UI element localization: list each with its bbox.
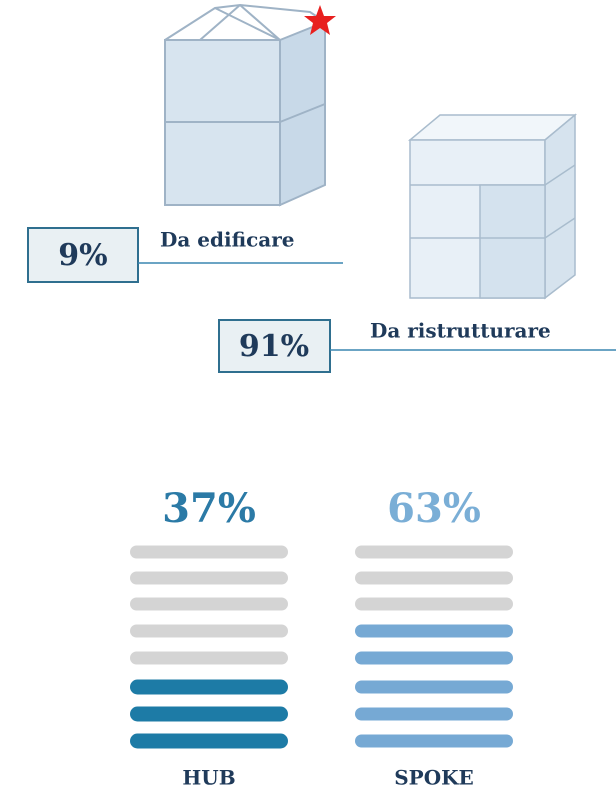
label: Da ristrutturare [370, 319, 551, 343]
bar-line [130, 571, 288, 585]
percent: 63% [387, 485, 481, 532]
bar-line [355, 545, 513, 559]
bar-line [130, 597, 288, 611]
percent-box [27, 227, 139, 283]
percent-box [218, 319, 331, 373]
bar-line [130, 624, 288, 638]
bar-line [130, 706, 288, 722]
percent: 9% [58, 238, 107, 273]
bar-line [130, 651, 288, 665]
bar-line [355, 707, 513, 721]
label: HUB [182, 766, 235, 790]
bar-line [355, 734, 513, 748]
bar-line [130, 733, 288, 749]
bar-line [355, 651, 513, 665]
label: Da edificare [160, 228, 295, 252]
bar-line [355, 680, 513, 694]
bar-line [355, 624, 513, 638]
label: SPOKE [394, 766, 474, 790]
percent: 91% [239, 329, 309, 364]
bar-line [355, 597, 513, 611]
bar-line [130, 679, 288, 695]
new-building-icon [164, 3, 326, 207]
bar-line [355, 571, 513, 585]
percent: 37% [162, 485, 256, 532]
star [304, 5, 336, 35]
bar-line [130, 545, 288, 559]
bar-stacks [130, 545, 513, 749]
renovation-building-icon [407, 113, 578, 300]
